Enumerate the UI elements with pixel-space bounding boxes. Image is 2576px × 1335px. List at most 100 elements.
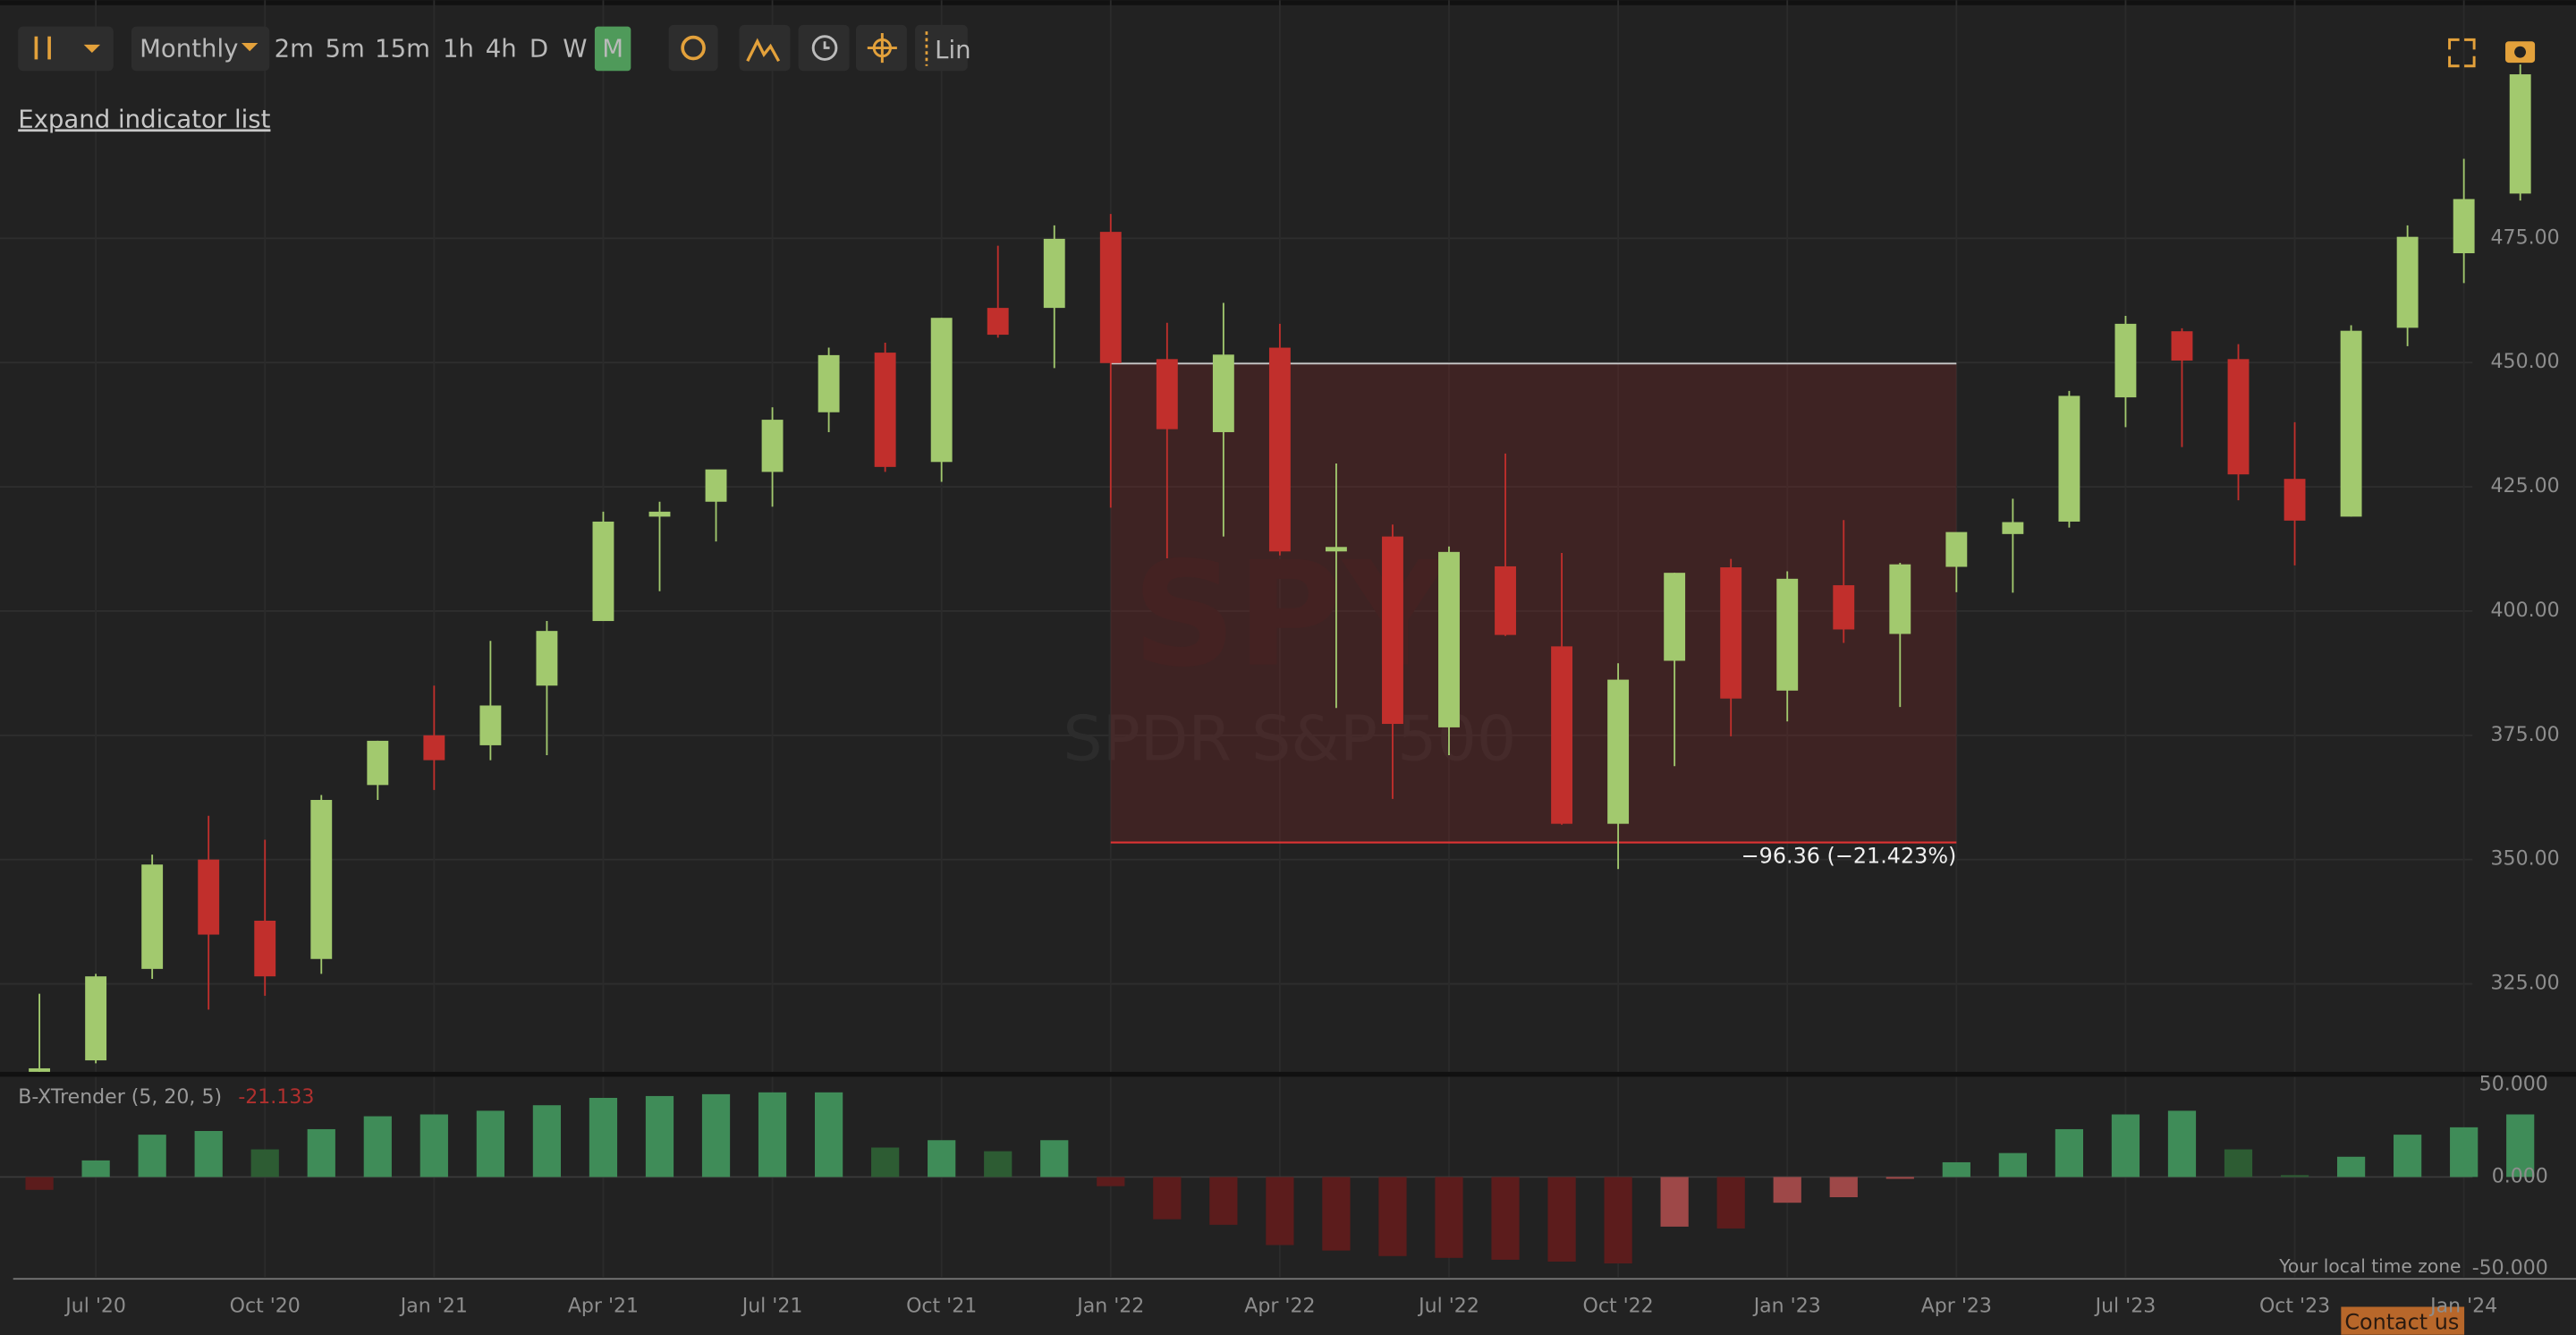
candle-body	[141, 864, 164, 969]
interval-button[interactable]: 1h	[443, 34, 474, 63]
indicator-bar	[984, 1151, 1013, 1178]
interval-button[interactable]: W	[563, 34, 587, 63]
dropdown-arrow	[83, 44, 101, 54]
contact-button[interactable]	[2341, 1306, 2465, 1335]
indicator-bar	[1491, 1177, 1520, 1260]
measure-label: −96.36 (−21.423%)	[1741, 844, 1957, 869]
clock-hands	[823, 41, 830, 49]
candle-body	[1833, 585, 1855, 630]
interval-button[interactable]: 2m	[275, 34, 314, 63]
indicator-bar	[1266, 1177, 1294, 1246]
candle-body	[85, 976, 107, 1061]
indicator-bar	[1040, 1140, 1069, 1178]
expand-indicator-link[interactable]: Expand indicator list	[18, 105, 270, 133]
x-tick-label: Jul '22	[1417, 1295, 1479, 1317]
fullscreen-button[interactable]	[2448, 38, 2476, 68]
indicator-bar	[363, 1116, 392, 1178]
indicator-bar	[1547, 1177, 1576, 1262]
interval-dropdown[interactable]	[131, 26, 270, 72]
crosshair-icon	[867, 33, 897, 64]
candle-body	[1099, 232, 1122, 363]
x-tick-label: Jul '21	[741, 1295, 803, 1317]
indicator-bar	[476, 1110, 504, 1178]
candle-body	[2227, 359, 2250, 475]
candle-body	[1156, 359, 1178, 429]
chart-type-button[interactable]	[18, 26, 114, 72]
indicator-bar	[1942, 1161, 1970, 1178]
indicator-bar	[589, 1097, 618, 1178]
indicator-bar	[2450, 1127, 2479, 1178]
candle-body	[761, 420, 784, 472]
x-tick-label: Oct '22	[1583, 1295, 1654, 1317]
candle-body	[1607, 679, 1630, 824]
x-tick-label: Oct '20	[230, 1295, 301, 1317]
indicator-bar	[1097, 1177, 1125, 1186]
candle-body	[1438, 551, 1460, 727]
interval-button[interactable]: 5m	[326, 34, 365, 63]
candle-body	[1212, 354, 1234, 432]
x-tick-label: Jul '23	[2094, 1295, 2157, 1317]
candle-body	[367, 740, 389, 786]
interval-label: Monthly	[140, 34, 238, 63]
active-interval[interactable]	[594, 26, 631, 72]
indicator-bar	[1998, 1152, 2027, 1178]
x-tick-label: Jan '24	[2428, 1295, 2497, 1317]
candle-body	[930, 318, 953, 463]
y-tick-label: 350.00	[2491, 848, 2560, 871]
indicator-bar	[871, 1147, 900, 1178]
candle-body	[874, 353, 896, 467]
indicator-bar	[138, 1135, 166, 1178]
candle-body	[423, 735, 445, 761]
candle-body	[987, 308, 1009, 336]
interval-button[interactable]: D	[530, 34, 548, 63]
indicator-bar	[2394, 1135, 2422, 1178]
indicator-bar	[1604, 1177, 1632, 1264]
indicator-bar	[307, 1128, 335, 1178]
candle-body	[1551, 646, 1573, 824]
candle-body	[1382, 536, 1403, 725]
candles	[29, 64, 2531, 1072]
settings-button[interactable]	[668, 24, 718, 72]
interval-button[interactable]: M	[602, 34, 623, 63]
indicator-bar	[758, 1092, 787, 1178]
toolbar: Monthly 2m 5m 15m 1h 4h D W M Lin	[18, 24, 2536, 72]
x-tick-label: Jan '21	[399, 1295, 468, 1317]
interval-button[interactable]: 15m	[375, 34, 430, 63]
candle-body	[648, 511, 671, 517]
scale-button[interactable]	[915, 24, 968, 72]
indicator-tick-label: 50.000	[2479, 1074, 2548, 1096]
indicator-bar	[701, 1093, 731, 1178]
indicator-bar	[250, 1149, 279, 1178]
candle-body	[1268, 347, 1291, 552]
indicator-bar	[1660, 1177, 1689, 1227]
indicators-button[interactable]	[739, 24, 791, 72]
interval-button[interactable]: 4h	[486, 34, 517, 63]
candle-body	[2171, 331, 2193, 361]
y-tick-label: 400.00	[2491, 599, 2560, 622]
gear-icon	[681, 35, 706, 61]
indicator-bar	[1885, 1177, 1914, 1179]
indicator-bar	[1209, 1177, 1238, 1225]
interval-buttons: 2m 5m 15m 1h 4h D W M	[275, 26, 631, 72]
candle-body	[2340, 330, 2362, 517]
candle-icon	[34, 36, 51, 60]
indicator-bar	[1378, 1177, 1407, 1256]
indicator-bar	[814, 1092, 843, 1178]
candle-body	[536, 631, 558, 686]
candle-body	[310, 800, 333, 959]
indicator-bar	[1153, 1177, 1182, 1220]
candle-body	[2396, 236, 2419, 328]
indicator-bar	[1773, 1177, 1801, 1203]
indicator-bar	[2224, 1149, 2253, 1178]
dropdown-arrow	[242, 43, 258, 52]
indicator-tick-label: -50.000	[2472, 1257, 2548, 1280]
indicator-bar	[194, 1130, 223, 1178]
y-tick-label: 425.00	[2491, 475, 2560, 497]
candle-body	[818, 354, 840, 412]
x-tick-label: Jul '20	[64, 1295, 126, 1317]
indicator-bar	[81, 1160, 110, 1178]
y-tick-label: 325.00	[2491, 973, 2560, 995]
indicator-bar	[419, 1114, 448, 1178]
